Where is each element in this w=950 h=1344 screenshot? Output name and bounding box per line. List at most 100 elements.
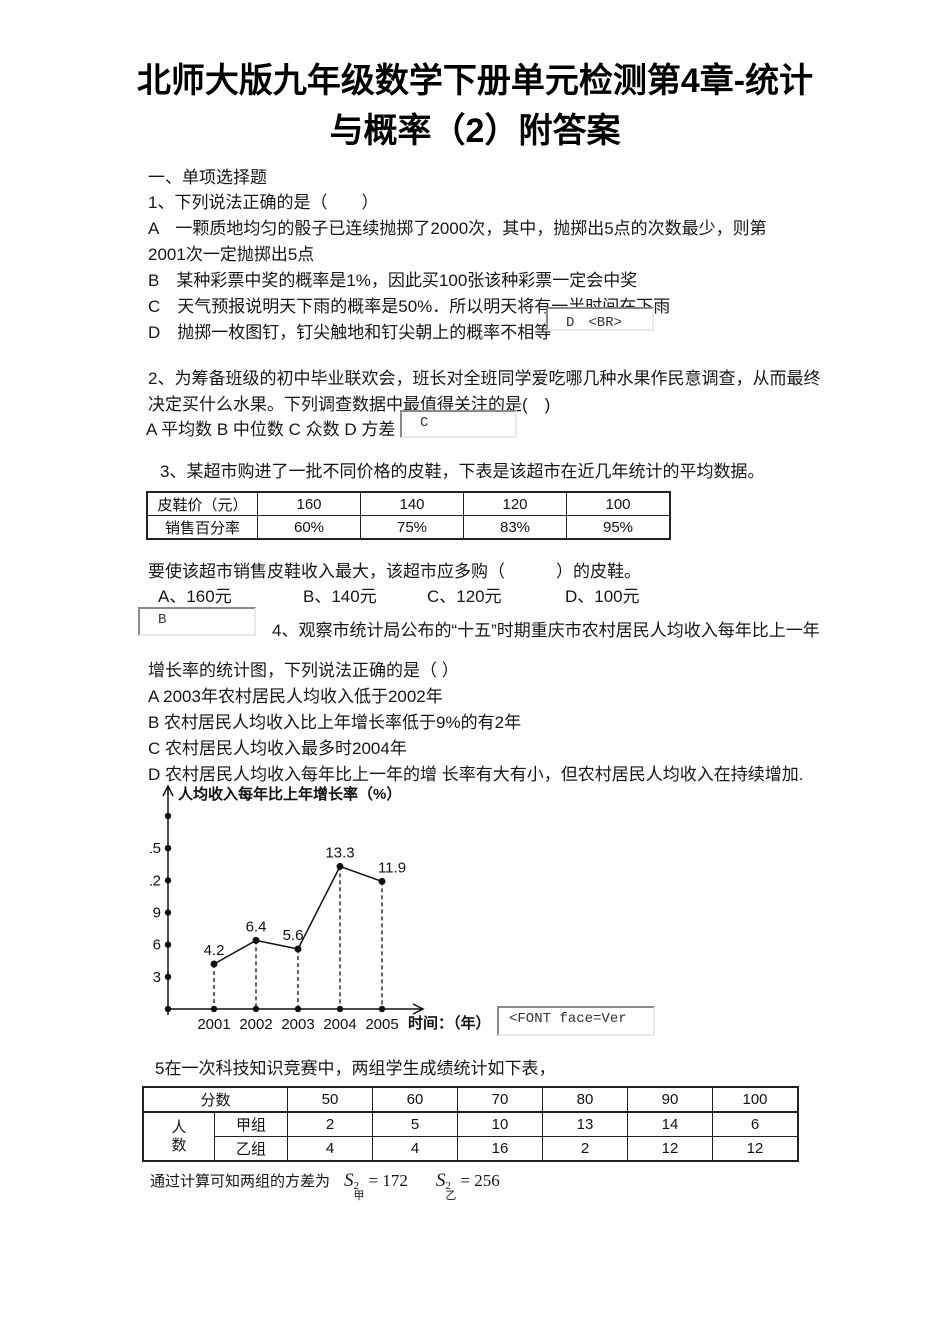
groupB-cell: 12	[712, 1136, 799, 1162]
variance-s2-sub: 乙	[445, 1190, 457, 1202]
svg-text:3: 3	[153, 969, 161, 986]
score-cell: 60	[372, 1086, 458, 1113]
q2-stem-line1: 2、为筹备班级的初中毕业联欢会，班长对全班同学爱吃哪几种水果作民意调查，从而最终	[148, 369, 821, 388]
chart-svg: 3 6 9 12 15 2001 2002 2003 2004 2005 4.2 6.4 5.6 13.3…	[144, 784, 491, 1033]
variance-s1-value: = 172	[368, 1171, 408, 1190]
q3-option-c: C、120元	[427, 587, 502, 606]
groupA-cell: 10	[457, 1111, 543, 1137]
price-table-row2: 销售百分率 60% 75% 83% 95%	[146, 515, 671, 540]
q3-answer-input[interactable]: B	[138, 607, 256, 636]
q4-option-a: A 2003年农村居民人均收入低于2002年	[148, 687, 443, 706]
variance-s2-value: = 256	[460, 1171, 500, 1190]
groupB-cell: 16	[457, 1136, 543, 1162]
svg-text:2001: 2001	[197, 1016, 230, 1033]
price-cell: 140	[360, 491, 464, 516]
q4-option-d: D 农村居民人均收入每年比上一年的增 长率有大有小，但农村居民人均收入在持续增加…	[148, 765, 804, 784]
svg-text:9: 9	[153, 905, 161, 922]
q4-stem-line2: 增长率的统计图，下列说法正确的是（ ）	[148, 661, 459, 680]
score-table-groupA-row: 人 数 甲组 2 5 10 13 14 6	[142, 1111, 799, 1162]
q2-stem-line2: 决定买什么水果。下列调查数据中最值得关注的是( )	[148, 395, 551, 414]
page-title-line1: 北师大版九年级数学下册单元检测第4章-统计	[136, 62, 814, 100]
groupA-cell: 14	[627, 1111, 713, 1137]
groupB-cell: 4	[287, 1136, 373, 1162]
score-cell: 80	[542, 1086, 628, 1113]
variance-s1-base: S	[344, 1170, 354, 1191]
svg-text:2004: 2004	[323, 1016, 356, 1033]
svg-text:6.4: 6.4	[246, 918, 267, 935]
price-table-row1: 皮鞋价（元） 160 140 120 100	[146, 491, 671, 516]
q2-answer-input[interactable]: C	[400, 410, 517, 438]
q3-option-d: D、100元	[565, 587, 640, 606]
score-cell: 50	[287, 1086, 373, 1113]
price-cell: 100	[566, 491, 671, 516]
score-cell: 90	[627, 1086, 713, 1113]
q4-option-c: C 农村居民人均收入最多时2004年	[148, 739, 407, 758]
svg-text:4.2: 4.2	[204, 942, 225, 959]
svg-text:人均收入每年比上年增长率（%）: 人均收入每年比上年增长率（%）	[178, 785, 401, 803]
svg-text:12: 12	[150, 872, 161, 889]
price-row-label: 皮鞋价（元）	[146, 491, 258, 516]
rate-row-label: 销售百分率	[146, 515, 258, 540]
score-table: 分数 50 60 70 80 90 100 人 数 甲组 2 5 10 13 1…	[142, 1086, 799, 1162]
variance-prefix: 通过计算可知两组的方差为	[150, 1173, 331, 1190]
svg-text:2003: 2003	[281, 1016, 314, 1033]
q1-stem: 1、下列说法正确的是（ ）	[148, 193, 379, 212]
q1-option-a-line2: 2001次一定抛掷出5点	[148, 245, 315, 264]
groupA-cell: 13	[542, 1111, 628, 1137]
svg-text:6: 6	[153, 937, 161, 954]
rate-cell: 83%	[463, 515, 567, 540]
q1-option-a-line1: A 一颗质地均匀的骰子已连续抛掷了2000次，其中，抛掷出5点的次数最少，则第	[148, 219, 767, 238]
q4-answer-input[interactable]: <FONT face=Ver	[497, 1006, 655, 1036]
rate-cell: 75%	[360, 515, 464, 540]
count-label-cell: 人 数	[142, 1111, 215, 1162]
q1-option-d: D 抛掷一枚图钉，钉尖触地和钉尖朝上的概率不相等	[148, 323, 552, 342]
groupA-cell: 2	[287, 1111, 373, 1137]
q2-options: A 平均数 B 中位数 C 众数 D 方差	[146, 420, 396, 439]
variance-s1-sub: 甲	[353, 1190, 365, 1202]
groupB-cell: 4	[372, 1136, 458, 1162]
groupB-cell: 12	[627, 1136, 713, 1162]
score-cell: 100	[712, 1086, 799, 1113]
svg-text:15: 15	[150, 840, 161, 857]
growth-rate-chart: 3 6 9 12 15 2001 2002 2003 2004 2005 4.2 6.4 5.6 13.3…	[144, 783, 510, 1045]
groupA-cell: 6	[712, 1111, 799, 1137]
price-cell: 160	[257, 491, 361, 516]
groupA-label-cell: 甲组	[214, 1111, 288, 1137]
svg-text:2005: 2005	[365, 1016, 398, 1033]
q1-option-b: B 某种彩票中奖的概率是1%，因此买100张该种彩票一定会中奖	[148, 271, 638, 290]
score-table-header: 分数 50 60 70 80 90 100	[142, 1086, 799, 1113]
price-cell: 120	[463, 491, 567, 516]
svg-text:11.9: 11.9	[378, 859, 406, 876]
svg-text:13.3: 13.3	[325, 844, 354, 861]
groupB-cell: 2	[542, 1136, 628, 1162]
svg-text:时间：（年）: 时间：（年）	[408, 1014, 491, 1032]
svg-text:2002: 2002	[239, 1016, 272, 1033]
variance-s1-sup: 2	[353, 1180, 360, 1192]
q3-stem: 3、某超市购进了一批不同价格的皮鞋，下表是该超市在近几年统计的平均数据。	[160, 462, 765, 481]
variance-s2-base: S	[435, 1170, 446, 1191]
page-title: 北师大版九年级数学下册单元检测第4章-统计 与概率（2）附答案	[0, 56, 950, 156]
q3-option-a: A、160元	[158, 587, 232, 606]
price-table: 皮鞋价（元） 160 140 120 100 销售百分率 60% 75% 83%…	[146, 491, 671, 540]
groupB-label-cell: 乙组	[214, 1136, 288, 1162]
groupA-cell: 5	[372, 1111, 458, 1137]
rate-cell: 95%	[566, 515, 671, 540]
q3-option-b: B、140元	[303, 587, 377, 606]
q4-stem-line1: 4、观察市统计局公布的“十五”时期重庆市农村居民人均收入每年比上一年	[272, 621, 820, 640]
section-heading: 一、单项选择题	[148, 168, 267, 187]
rate-cell: 60%	[257, 515, 361, 540]
q1-option-c: C 天气预报说明天下雨的概率是50%．所以明天将有一半时间在下雨	[148, 297, 671, 316]
q1-answer-input[interactable]: D <BR>	[546, 307, 654, 331]
score-table-groupB-row: 乙组 4 4 16 2 12 12	[143, 1136, 799, 1162]
svg-text:5.6: 5.6	[283, 927, 304, 944]
score-label-cell: 分数	[142, 1086, 288, 1113]
variance-s2-sup: 2	[445, 1180, 451, 1192]
score-cell: 70	[457, 1086, 543, 1113]
q3-question: 要使该超市销售皮鞋收入最大，该超市应多购（ ）的皮鞋。	[148, 562, 641, 581]
q5-stem: 5在一次科技知识竞赛中，两组学生成绩统计如下表，	[155, 1059, 556, 1078]
page-title-line2: 与概率（2）附答案	[329, 112, 621, 150]
